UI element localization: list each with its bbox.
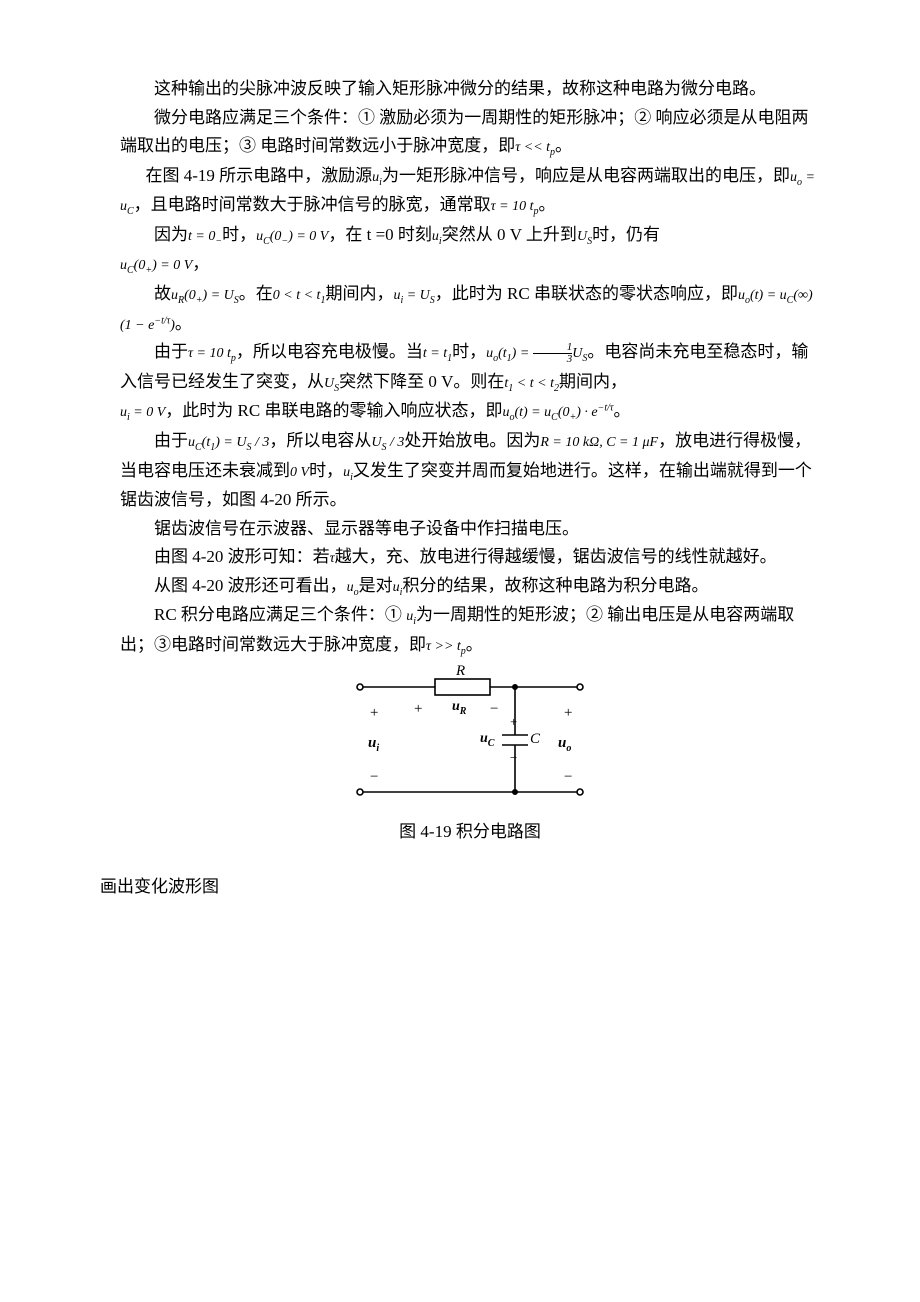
text: ，此时为 RC 串联状态的零状态响应，即 — [435, 284, 738, 303]
label-R: R — [456, 659, 465, 684]
label-minus: − — [564, 765, 572, 790]
math-Us: US — [324, 376, 339, 391]
math-t-eq-t1: t = t1 — [423, 346, 452, 361]
section-heading: 画出变化波形图 — [100, 873, 820, 902]
label-uc: uC — [480, 727, 494, 753]
math-uc0plus: uC(0+) = 0 V — [120, 258, 192, 273]
paragraph: 这种输出的尖脉冲波反映了输入矩形脉冲微分的结果，故称这种电路为微分电路。 — [120, 75, 820, 104]
text: 是对 — [359, 576, 393, 595]
label-minus: − — [490, 697, 498, 722]
math-us3: US / 3 — [371, 435, 404, 450]
label-uo: uo — [558, 731, 571, 758]
text: 由于 — [154, 431, 188, 450]
paragraph: 由于τ = 10 tp，所以电容充电极慢。当t = t1时，uo(t1) = 1… — [120, 338, 820, 397]
math-ui-eq-0: ui = 0 V — [120, 405, 165, 420]
math-ui: ui — [343, 465, 353, 480]
label-plus: + — [510, 711, 517, 733]
label-plus: + — [564, 701, 572, 726]
paragraph: 由于uC(t1) = US / 3，所以电容从US / 3处开始放电。因为R =… — [120, 427, 820, 515]
text: ，所以电容充电极慢。当 — [236, 342, 423, 361]
label-plus: + — [414, 697, 422, 722]
figure-4-19: R + uR − + ui − + uC C − + uo − 图 4-19 积… — [120, 667, 820, 847]
math-ui-eq-Us: ui = US — [393, 288, 434, 303]
math-uc-t1: uC(t1) = US / 3 — [188, 435, 269, 450]
text: ，且电路时间常数大于脉冲信号的脉宽，通常取 — [134, 195, 491, 214]
math-tau-10tp: τ = 10 tp — [491, 199, 539, 214]
label-uR: uR — [452, 695, 466, 721]
math-ui: ui — [432, 229, 442, 244]
text: 期间内， — [325, 284, 393, 303]
math-R10k: R = 10 kΩ, C = 1 μF — [540, 435, 658, 450]
math-tau-lt-tp: τ << tp — [515, 140, 555, 155]
circuit-diagram: R + uR − + ui − + uC C − + uo − — [340, 667, 600, 807]
math-tau-10tp: τ = 10 tp — [188, 346, 236, 361]
text: 时，仍有 — [592, 225, 660, 244]
paragraph: 从图 4-20 波形还可看出，uo是对ui积分的结果，故称这种电路为积分电路。 — [120, 572, 820, 602]
text: 越大，充、放电进行得越缓慢，锯齿波信号的线性就越好。 — [335, 547, 777, 566]
math-uo-zeroinput: uo(t) = uC(0+) · e−t/τ — [502, 405, 613, 420]
text: 突然下降至 0 V。则在 — [339, 372, 504, 391]
math-0v: 0 V — [290, 465, 309, 480]
math-uR0plus: uR(0+) = US — [171, 288, 239, 303]
math-range2: t1 < t < t2 — [504, 376, 559, 391]
text: 处开始放电。因为 — [404, 431, 540, 450]
math-uc0minus: uC(0−) = 0 V — [256, 229, 328, 244]
text: ，在 t =0 时刻 — [328, 225, 432, 244]
text: 在图 4-19 所示电路中，激励源 — [146, 166, 373, 185]
text: ，此时为 RC 串联电路的零输入响应状态，即 — [165, 401, 502, 420]
paragraph: ui = 0 V，此时为 RC 串联电路的零输入响应状态，即uo(t) = uC… — [120, 397, 820, 427]
label-ui: ui — [368, 731, 379, 758]
text: 故 — [154, 284, 171, 303]
text: 。 — [539, 195, 556, 214]
text: 。 — [614, 401, 631, 420]
label-plus: + — [370, 701, 378, 726]
math-ui: ui — [393, 580, 403, 595]
math-uo-t1: uo(t1) = 13US — [486, 346, 587, 361]
text: 时， — [222, 225, 256, 244]
math-Us: US — [577, 229, 592, 244]
text: 时， — [452, 342, 486, 361]
text: 从图 4-20 波形还可看出， — [154, 576, 347, 595]
math-ui: ui — [406, 609, 416, 624]
text: ，所以电容从 — [269, 431, 371, 450]
label-C: C — [530, 727, 540, 752]
math-ui: ui — [372, 170, 382, 185]
text: 积分的结果，故称这种电路为积分电路。 — [402, 576, 708, 595]
paragraph: 因为t = 0−时，uC(0−) = 0 V，在 t =0 时刻ui突然从 0 … — [120, 221, 820, 251]
text: 。 — [466, 635, 483, 654]
text: 突然从 0 V 上升到 — [442, 225, 577, 244]
label-minus: − — [370, 765, 378, 790]
text: 。在 — [239, 284, 273, 303]
text: RC 积分电路应满足三个条件：① — [154, 605, 406, 624]
paragraph: 锯齿波信号在示波器、显示器等电子设备中作扫描电压。 — [120, 515, 820, 544]
paragraph: RC 积分电路应满足三个条件：① ui为一周期性的矩形波；② 输出电压是从电容两… — [120, 601, 820, 660]
label-minus: − — [510, 747, 517, 769]
math-uo: uo — [347, 580, 359, 595]
text: 期间内， — [559, 372, 627, 391]
math-t0minus: t = 0− — [188, 229, 222, 244]
paragraph: 由图 4-20 波形可知：若τ越大，充、放电进行得越缓慢，锯齿波信号的线性就越好… — [120, 543, 820, 572]
text: ， — [192, 254, 209, 273]
paragraph: uC(0+) = 0 V， — [120, 250, 820, 280]
math-tau-gt-tp: τ >> tp — [426, 639, 466, 654]
text: 微分电路应满足三个条件：① 激励必须为一周期性的矩形脉冲；② 响应必须是从电阻两… — [120, 108, 809, 156]
text: 。 — [555, 136, 572, 155]
math-range1: 0 < t < t1 — [273, 288, 326, 303]
text: 时， — [309, 461, 343, 480]
text: 。 — [175, 314, 192, 333]
text: 因为 — [154, 225, 188, 244]
text: 由图 4-20 波形可知：若 — [154, 547, 330, 566]
paragraph: 故uR(0+) = US。在0 < t < t1期间内，ui = US，此时为 … — [120, 280, 820, 338]
figure-caption: 图 4-19 积分电路图 — [120, 818, 820, 847]
paragraph: 微分电路应满足三个条件：① 激励必须为一周期性的矩形脉冲；② 响应必须是从电阻两… — [120, 104, 820, 162]
text: 由于 — [154, 342, 188, 361]
text: 为一矩形脉冲信号，响应是从电容两端取出的电压，即 — [382, 166, 790, 185]
paragraph: 在图 4-19 所示电路中，激励源ui为一矩形脉冲信号，响应是从电容两端取出的电… — [120, 162, 820, 221]
